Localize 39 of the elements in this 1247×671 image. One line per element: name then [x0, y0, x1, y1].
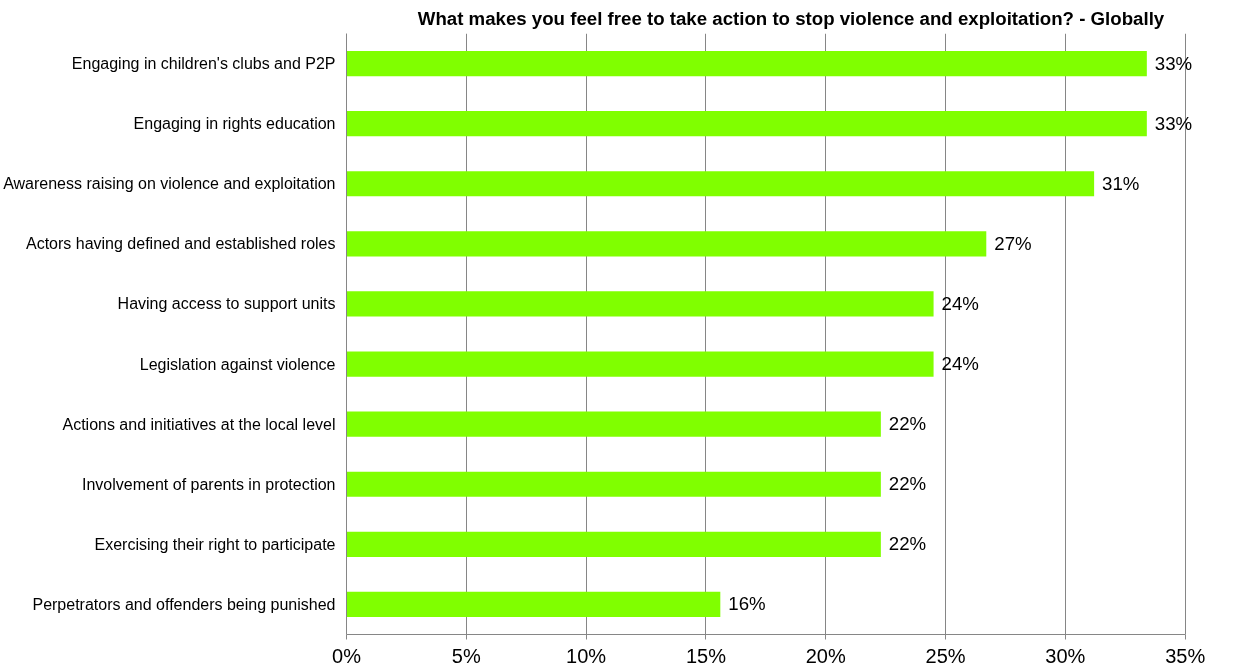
data-label: 31% [1102, 172, 1140, 194]
bar [346, 411, 881, 437]
chart-title: What makes you feel free to take action to stop violence and exploitation? - Globally [417, 7, 1165, 29]
data-label: 24% [941, 353, 979, 375]
data-label: 16% [728, 593, 766, 615]
bar [346, 171, 1095, 197]
bar [346, 531, 881, 557]
data-label: 33% [1154, 112, 1193, 134]
x-tick-label: 5% [451, 644, 481, 667]
y-tick-label: Legislation against violence [139, 355, 336, 373]
x-tick-label: 30% [1045, 644, 1086, 667]
data-label: 22% [888, 413, 927, 435]
bar [346, 111, 1147, 137]
x-tick-label: 0% [332, 644, 362, 667]
y-tick-label: Perpetrators and offenders being punished [32, 595, 336, 613]
data-label: 33% [1154, 52, 1193, 74]
x-tick-label: 35% [1165, 644, 1206, 667]
x-tick-label: 15% [685, 644, 727, 667]
y-tick-label: Exercising their right to participate [94, 535, 336, 553]
x-tick-label: 10% [566, 644, 607, 667]
bar [346, 351, 934, 377]
y-tick-label: Actors having defined and established roles [25, 235, 336, 253]
y-tick-label: Having access to support units [117, 295, 336, 313]
data-label: 22% [888, 473, 927, 495]
bar [346, 591, 721, 618]
data-label: 27% [994, 232, 1032, 254]
y-tick-label: Actions and initiatives at the local level [62, 415, 336, 433]
data-label: 22% [888, 533, 927, 555]
data-label: 24% [941, 292, 979, 314]
y-tick-label: Involvement of parents in protection [82, 475, 336, 493]
x-tick-label: 25% [925, 644, 966, 667]
bar [346, 471, 881, 497]
bar [346, 291, 934, 317]
bar [346, 50, 1147, 77]
x-tick-label: 20% [805, 644, 846, 667]
y-tick-label: Engaging in children's clubs and P2P [71, 55, 336, 73]
y-tick-label: Engaging in rights education [133, 115, 336, 133]
bar [346, 231, 987, 257]
y-tick-label: Awareness raising on violence and exploitation [3, 175, 336, 193]
